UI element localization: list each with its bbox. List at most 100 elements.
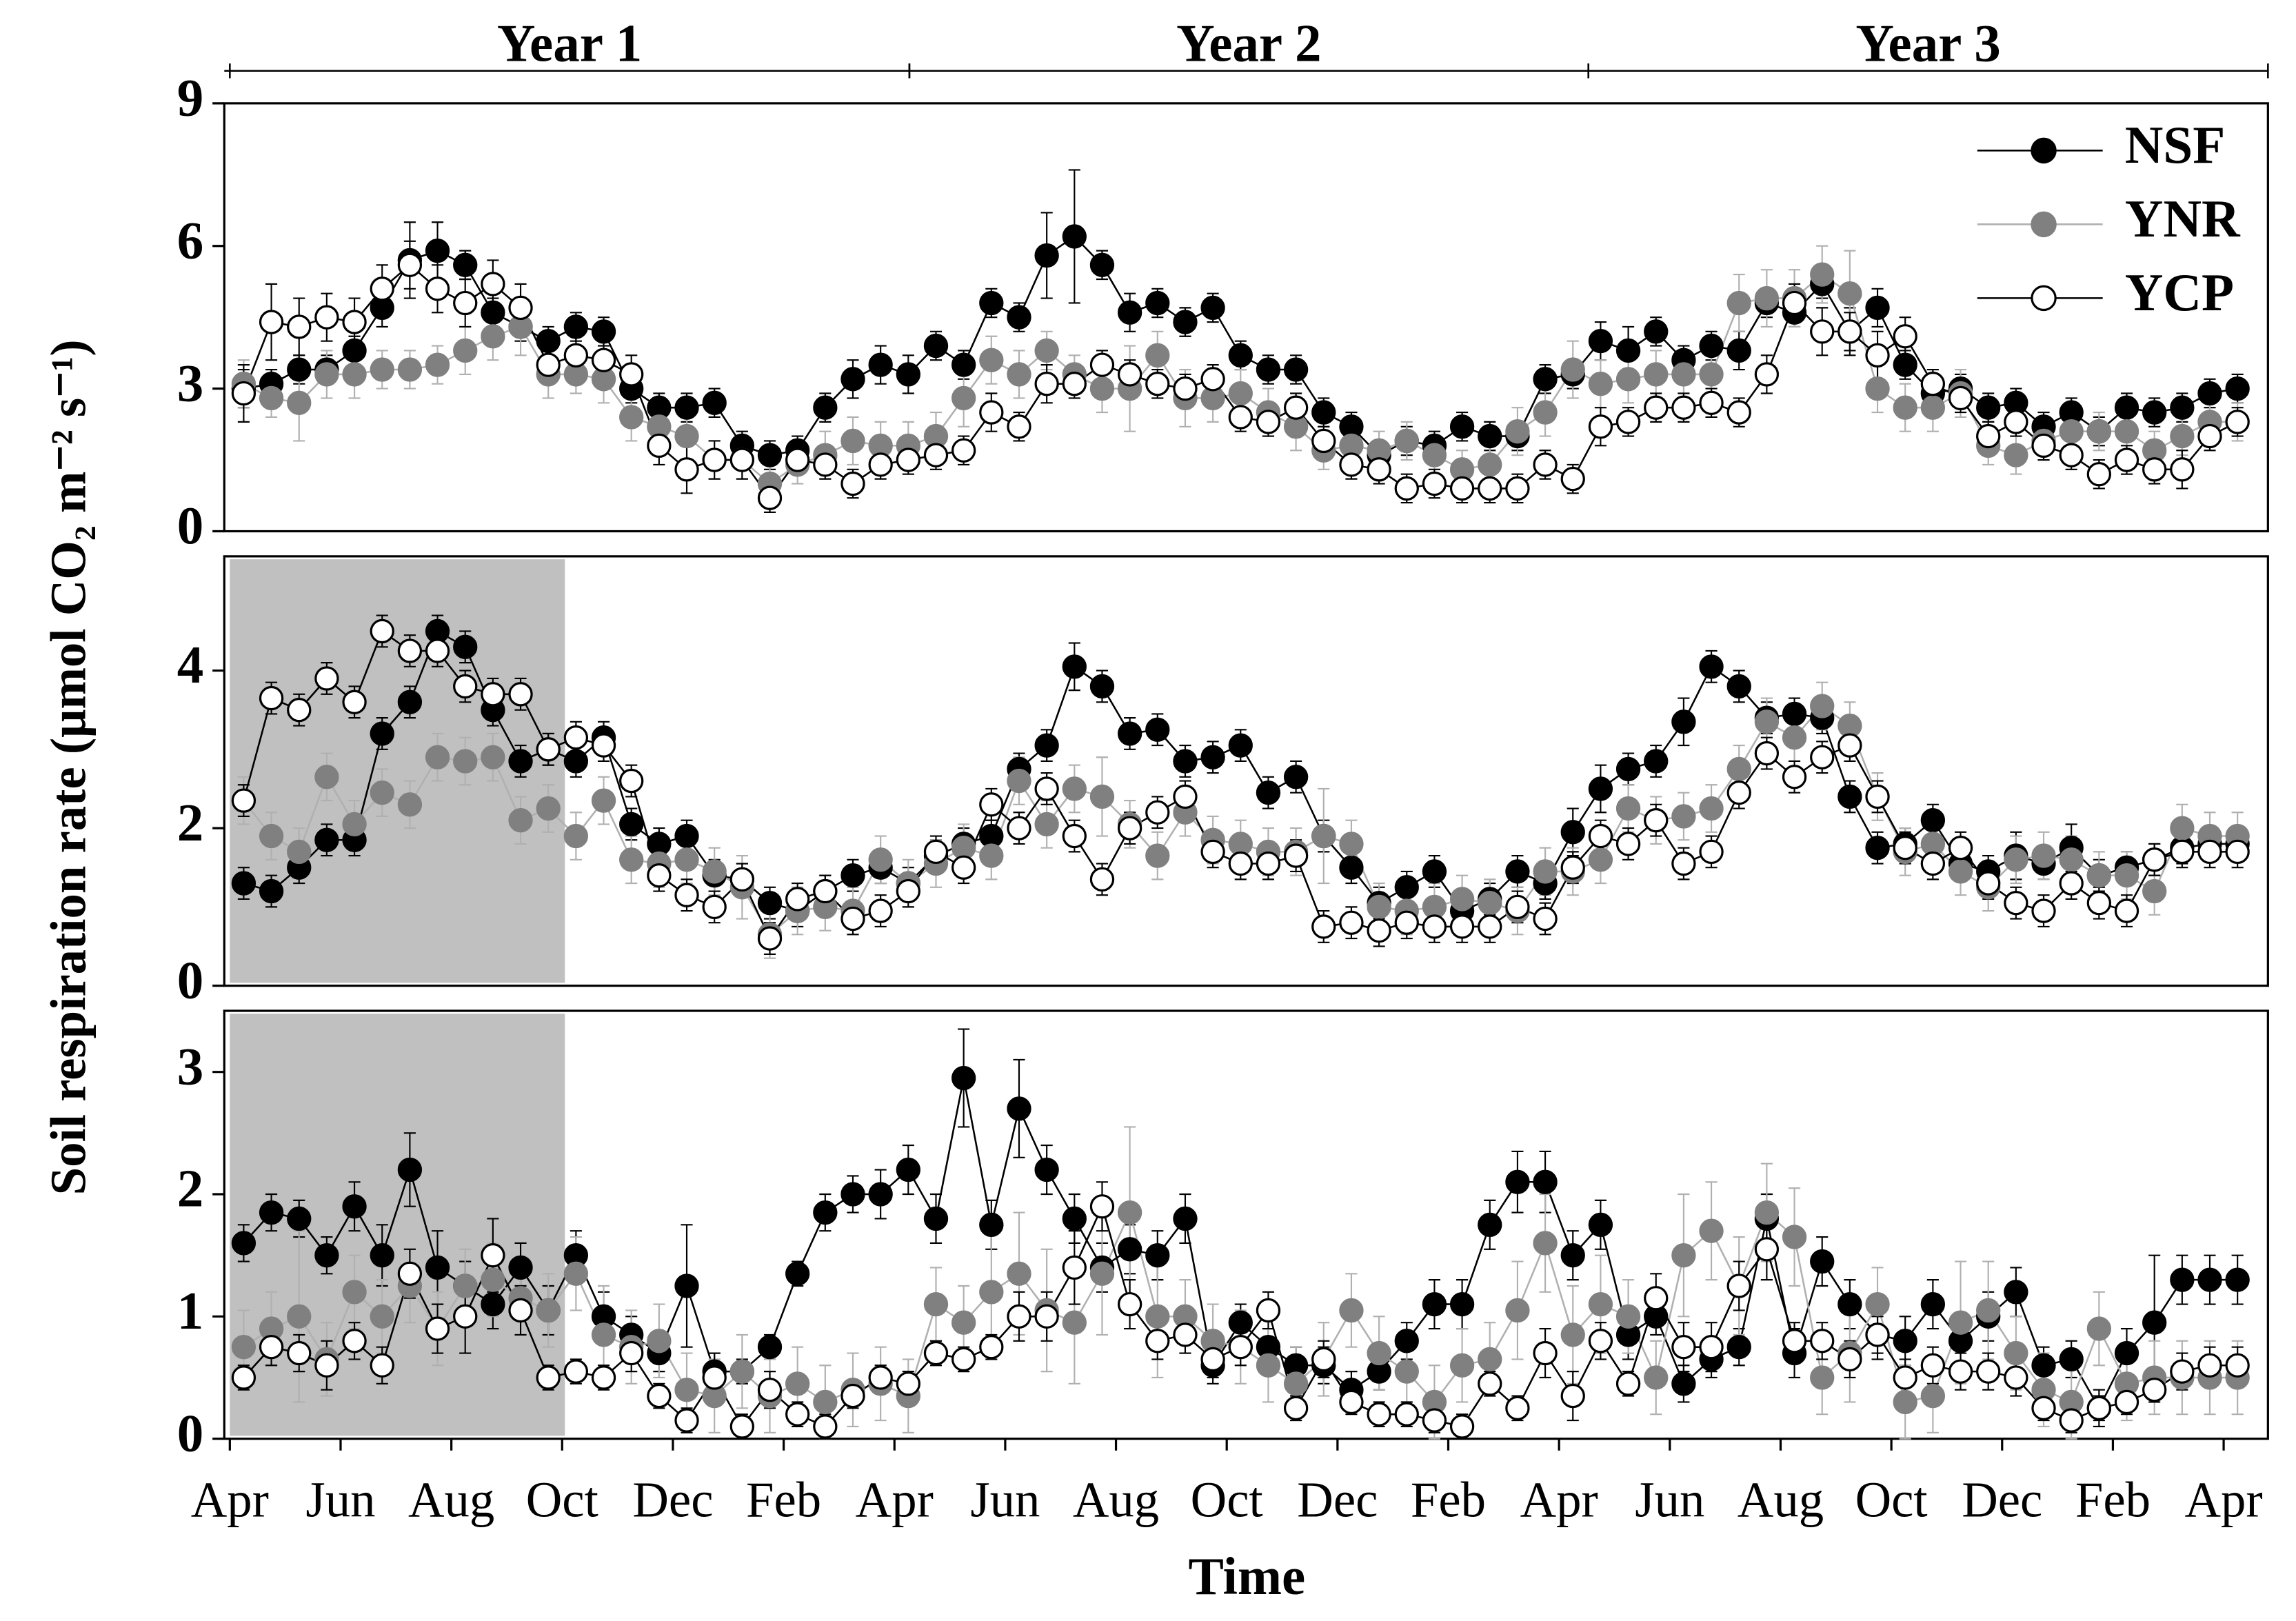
data-point xyxy=(397,1261,423,1286)
data-point xyxy=(647,1383,672,1409)
data-point xyxy=(647,433,672,459)
data-point xyxy=(840,471,865,496)
data-point xyxy=(1173,1206,1198,1231)
data-point xyxy=(1034,372,1059,396)
data-point xyxy=(896,362,920,387)
data-point xyxy=(591,1322,616,1347)
data-point xyxy=(1893,395,1917,420)
data-point xyxy=(287,1206,312,1231)
data-point xyxy=(1948,859,1973,884)
data-point xyxy=(231,381,256,406)
data-point xyxy=(1726,1273,1751,1298)
data-point xyxy=(1173,310,1198,334)
data-point xyxy=(1920,1383,1946,1409)
data-point xyxy=(2170,839,2195,865)
data-point xyxy=(1228,1335,1253,1360)
data-point xyxy=(1893,836,1917,860)
x-tick-label: Apr xyxy=(2185,1472,2263,1528)
data-point xyxy=(840,863,865,888)
data-point xyxy=(1449,1353,1475,1378)
data-point xyxy=(1865,836,1890,860)
data-point xyxy=(2004,443,2028,467)
data-point xyxy=(1311,400,1336,425)
data-point xyxy=(979,1212,1004,1237)
data-point xyxy=(1671,1335,1696,1360)
data-point xyxy=(2031,1353,2056,1378)
data-point xyxy=(1754,709,1780,734)
data-point xyxy=(1256,851,1281,876)
data-point xyxy=(591,733,616,758)
data-point xyxy=(1449,1291,1475,1317)
data-point xyxy=(1422,1408,1447,1433)
data-point xyxy=(2059,847,2084,872)
data-point xyxy=(1726,781,1751,805)
data-point xyxy=(1007,362,1031,387)
data-point xyxy=(481,1291,505,1317)
data-point xyxy=(702,859,727,884)
data-point xyxy=(1699,796,1724,821)
data-point xyxy=(2197,839,2222,865)
data-point xyxy=(896,1157,920,1182)
data-point xyxy=(1726,290,1751,316)
data-point xyxy=(1976,871,2001,896)
data-point xyxy=(1865,295,1890,321)
data-point xyxy=(1671,804,1696,829)
data-point xyxy=(702,390,727,415)
data-point xyxy=(702,447,727,472)
data-point xyxy=(979,792,1004,817)
data-point xyxy=(2114,863,2139,888)
data-point xyxy=(342,338,367,363)
period-label: Year 2 xyxy=(1176,13,1321,72)
data-point xyxy=(1588,823,1613,849)
data-point xyxy=(1810,1329,1835,1353)
data-point xyxy=(563,314,589,339)
data-point xyxy=(1062,1255,1087,1280)
shaded-period xyxy=(230,1014,565,1436)
data-point xyxy=(1034,243,1059,268)
data-point xyxy=(1478,452,1502,477)
data-point xyxy=(287,839,312,865)
data-point xyxy=(1478,1371,1502,1396)
data-point xyxy=(1754,741,1780,766)
data-point xyxy=(453,338,478,363)
x-tick-label: Jun xyxy=(305,1472,375,1528)
y-tick-label: 2 xyxy=(177,1159,204,1218)
data-point xyxy=(425,1316,450,1341)
data-point xyxy=(563,823,589,849)
data-point xyxy=(259,1335,284,1360)
data-point xyxy=(1644,808,1669,833)
data-point xyxy=(757,1378,783,1402)
y-tick-label: 6 xyxy=(177,210,204,270)
data-point xyxy=(1145,343,1170,368)
data-point xyxy=(785,887,810,912)
x-tick-label: Feb xyxy=(1411,1472,1486,1528)
data-point xyxy=(923,1340,949,1366)
data-point xyxy=(1948,1359,1973,1384)
data-point xyxy=(702,1365,727,1390)
data-point xyxy=(1893,352,1917,377)
data-point xyxy=(1034,1157,1059,1182)
data-point xyxy=(287,1340,312,1366)
data-point xyxy=(1007,1261,1031,1286)
data-point xyxy=(1615,410,1641,434)
data-point xyxy=(1726,338,1751,363)
y-tick-label: 3 xyxy=(177,1036,204,1096)
data-point xyxy=(2004,847,2028,872)
data-point xyxy=(1699,390,1724,415)
data-point xyxy=(453,749,478,774)
x-tick-label: Dec xyxy=(1962,1472,2042,1528)
data-point xyxy=(397,792,423,817)
data-point xyxy=(1145,843,1170,868)
data-point xyxy=(1754,1237,1780,1262)
data-point xyxy=(536,796,561,821)
data-point xyxy=(647,863,672,888)
data-point xyxy=(785,1402,810,1427)
data-point xyxy=(1449,476,1475,501)
data-point xyxy=(1117,300,1142,325)
legend-marker xyxy=(2031,137,2057,164)
data-point xyxy=(1173,749,1198,774)
data-point xyxy=(1228,1310,1253,1335)
data-point xyxy=(2170,816,2195,840)
data-point xyxy=(1449,914,1475,939)
data-point xyxy=(1782,765,1807,789)
